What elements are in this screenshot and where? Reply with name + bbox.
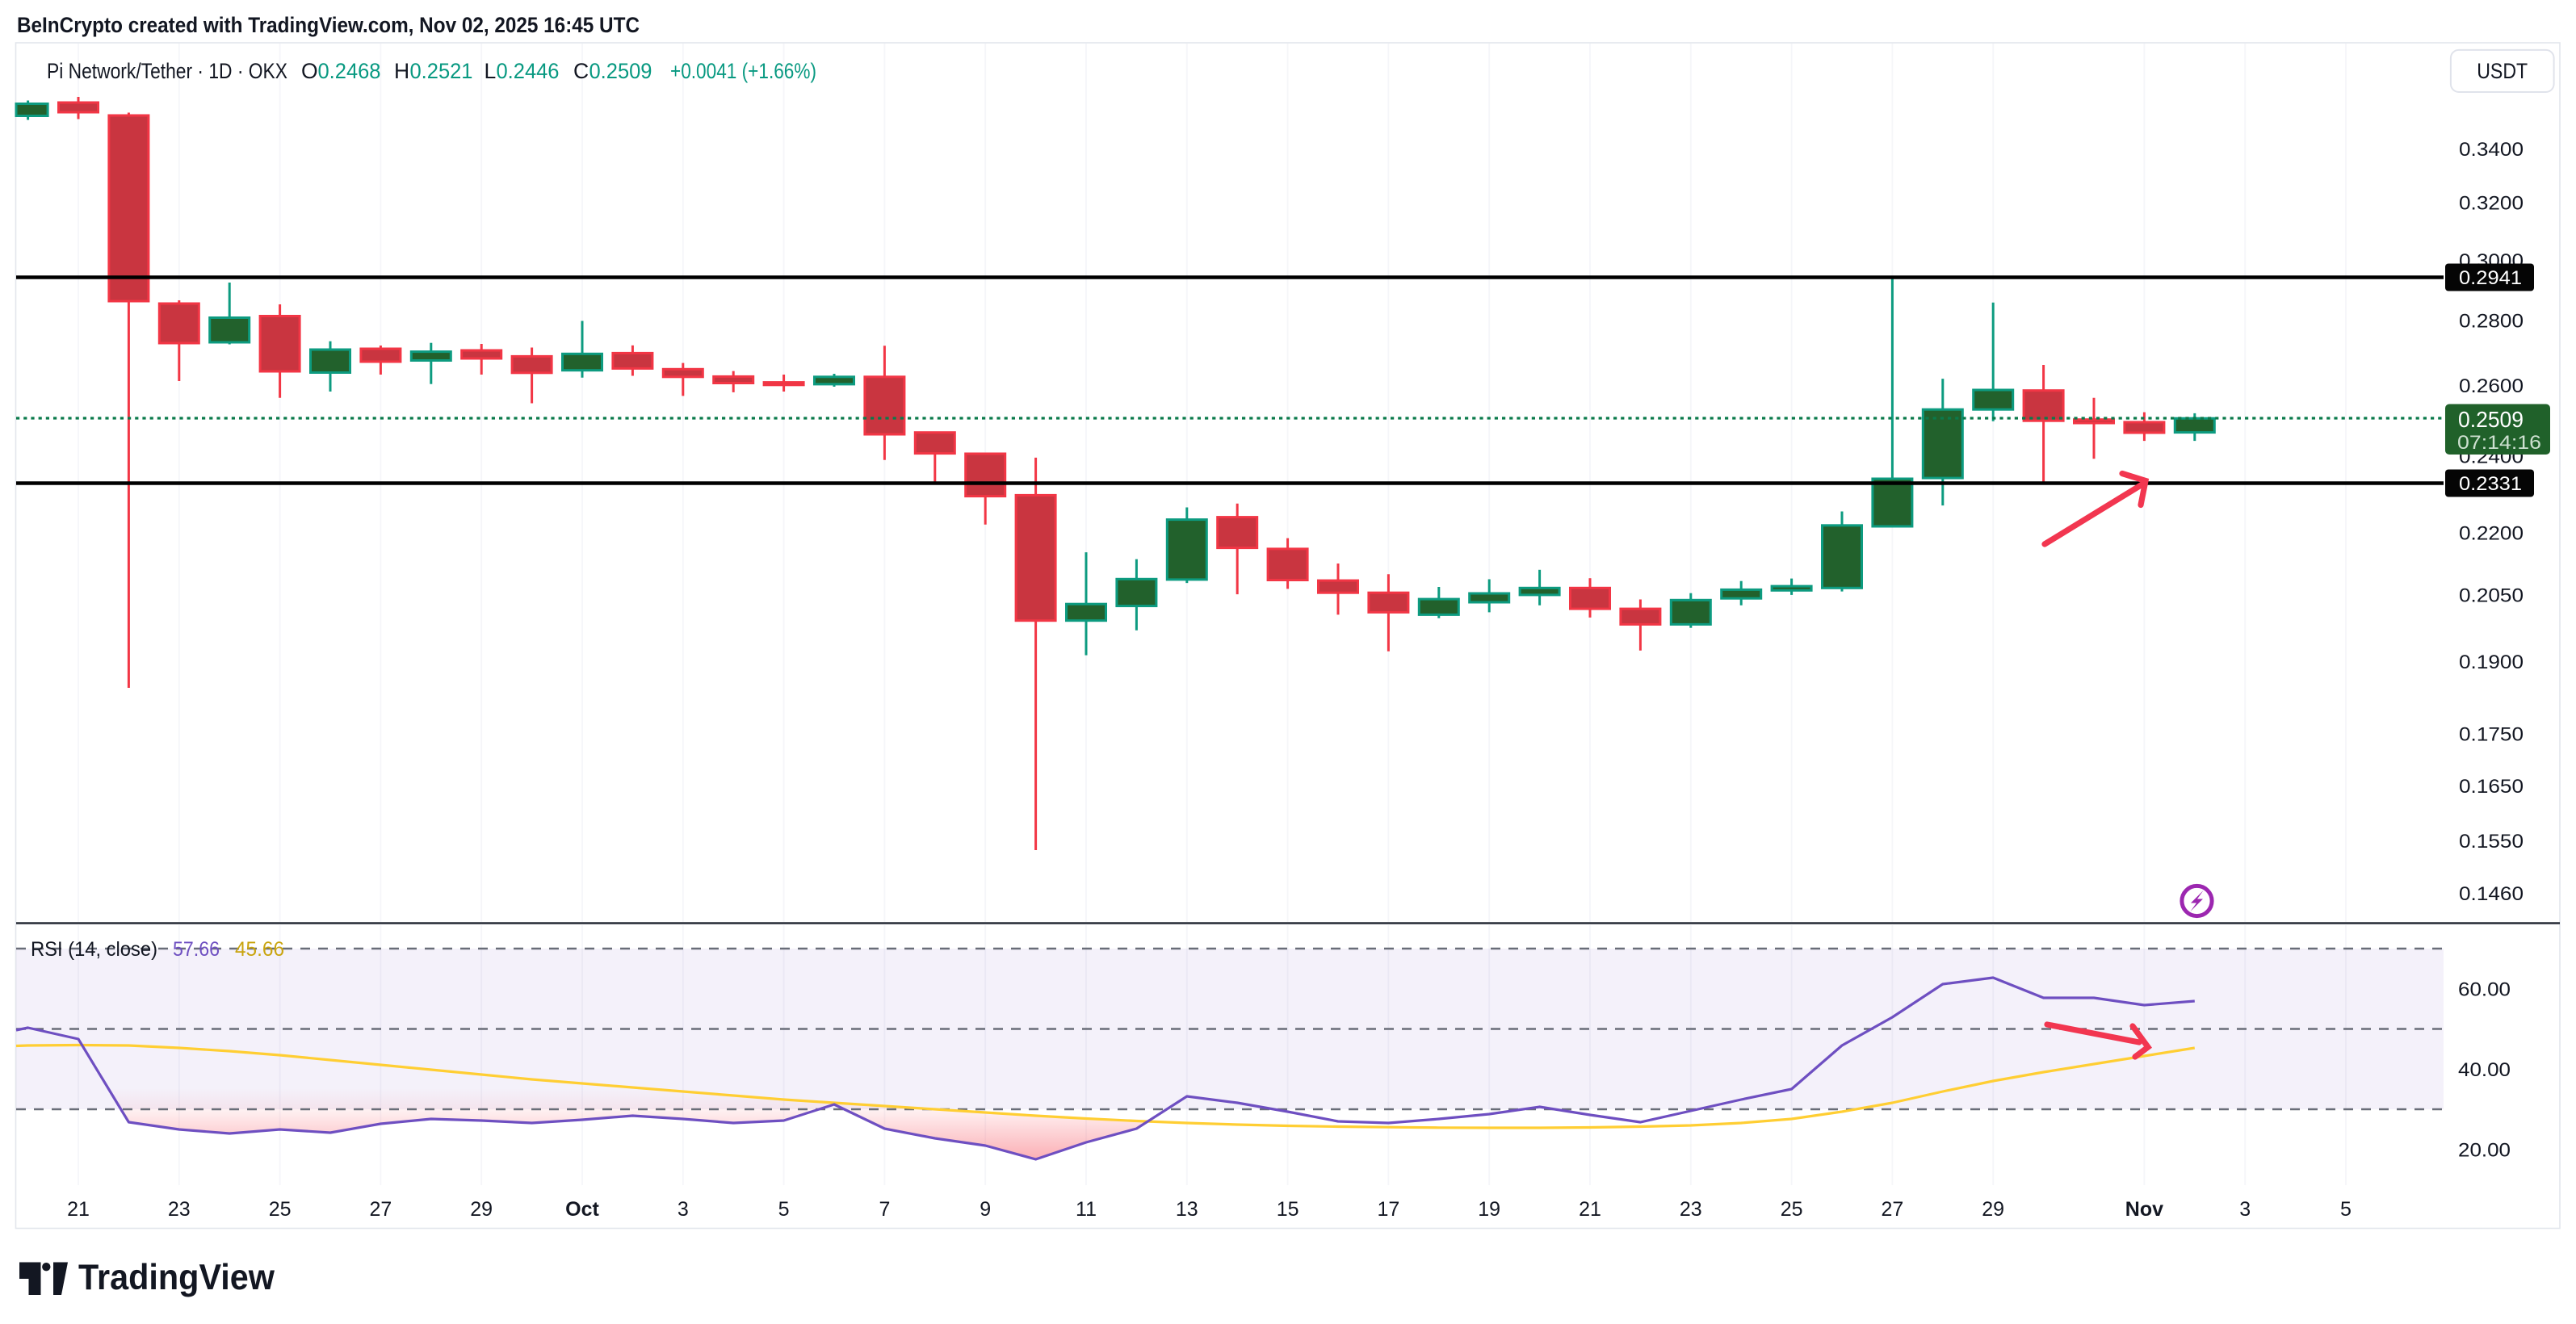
svg-text:27: 27 [369,1198,392,1221]
svg-text:17: 17 [1377,1198,1399,1221]
svg-text:57.66: 57.66 [173,938,220,961]
svg-text:USDT: USDT [2477,59,2528,83]
svg-text:TradingView: TradingView [78,1258,275,1297]
svg-text:21: 21 [1579,1198,1601,1221]
svg-text:L: L [485,59,497,83]
svg-text:3: 3 [678,1198,689,1221]
svg-text:27: 27 [1881,1198,1903,1221]
svg-text:BeInCrypto created with Tradin: BeInCrypto created with TradingView.com,… [17,13,640,37]
svg-text:45.66: 45.66 [235,938,284,961]
svg-text:0.2941: 0.2941 [2459,267,2522,289]
svg-text:0.2200: 0.2200 [2459,522,2524,544]
svg-text:15: 15 [1277,1198,1299,1221]
svg-text:0.2331: 0.2331 [2459,473,2522,495]
svg-text:9: 9 [980,1198,991,1221]
svg-text:23: 23 [168,1198,191,1221]
svg-text:7: 7 [879,1198,890,1221]
svg-text:5: 5 [2340,1198,2352,1221]
svg-text:20.00: 20.00 [2458,1140,2511,1162]
svg-text:29: 29 [470,1198,493,1221]
svg-text:RSI (14, close): RSI (14, close) [31,938,157,961]
svg-text:0.1460: 0.1460 [2459,883,2524,905]
svg-text:60.00: 60.00 [2458,978,2511,1000]
svg-text:21: 21 [67,1198,90,1221]
svg-text:0.2050: 0.2050 [2459,584,2524,606]
svg-text:29: 29 [1982,1198,2004,1221]
svg-text:0.2509: 0.2509 [589,59,652,83]
svg-text:0.3200: 0.3200 [2459,192,2524,214]
svg-text:0.2521: 0.2521 [410,59,473,83]
svg-text:0.2600: 0.2600 [2459,375,2524,397]
svg-text:Nov: Nov [2125,1198,2163,1221]
svg-text:13: 13 [1176,1198,1198,1221]
svg-text:Pi Network/Tether · 1D · OKX: Pi Network/Tether · 1D · OKX [47,59,287,83]
svg-text:25: 25 [1781,1198,1803,1221]
svg-text:11: 11 [1076,1198,1097,1221]
svg-text:07:14:16: 07:14:16 [2457,432,2541,454]
svg-text:19: 19 [1478,1198,1500,1221]
svg-text:Oct: Oct [565,1198,599,1221]
svg-text:5: 5 [778,1198,790,1221]
svg-text:0.2800: 0.2800 [2459,310,2524,332]
svg-text:+0.0041 (+1.66%): +0.0041 (+1.66%) [670,59,816,83]
svg-text:0.3400: 0.3400 [2459,139,2524,161]
svg-text:0.1550: 0.1550 [2459,831,2524,853]
svg-text:40.00: 40.00 [2458,1059,2511,1081]
svg-text:0.2509: 0.2509 [2458,407,2524,432]
svg-text:0.1750: 0.1750 [2459,724,2524,746]
svg-text:0.2446: 0.2446 [497,59,560,83]
svg-text:O: O [301,59,318,83]
svg-text:C: C [573,59,589,83]
svg-text:3: 3 [2239,1198,2251,1221]
svg-text:23: 23 [1680,1198,1702,1221]
svg-text:0.2468: 0.2468 [318,59,381,83]
svg-text:0.1650: 0.1650 [2459,776,2524,798]
svg-text:25: 25 [269,1198,292,1221]
svg-text:0.1900: 0.1900 [2459,652,2524,673]
svg-text:H: H [394,59,409,83]
